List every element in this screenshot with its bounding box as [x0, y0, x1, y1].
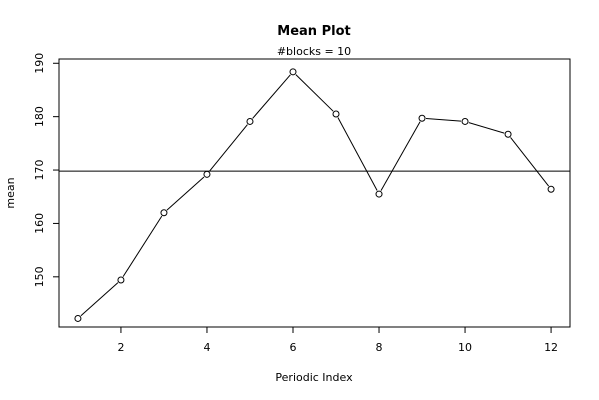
data-point: [332, 110, 340, 118]
y-axis: 150 160 170 180 190: [33, 53, 59, 287]
data-point: [203, 170, 211, 178]
x-tick-label: 6: [289, 341, 296, 354]
y-tick-label: 150: [33, 266, 46, 287]
data-point: [74, 314, 82, 322]
data-point: [547, 185, 555, 193]
series-segment: [166, 176, 205, 211]
series-segment: [252, 74, 291, 119]
x-tick-label: 4: [203, 341, 210, 354]
series-segment: [468, 122, 505, 134]
series-segment: [122, 215, 163, 277]
chart-title: Mean Plot: [277, 24, 350, 39]
series-segment: [510, 137, 550, 187]
series-layer: [74, 68, 555, 322]
x-tick-label: 12: [544, 341, 558, 354]
x-tick-label: 8: [376, 341, 383, 354]
data-point: [418, 114, 426, 122]
series-segment: [337, 117, 378, 191]
series-segment: [295, 74, 334, 112]
y-tick-label: 190: [33, 53, 46, 74]
plot-area-frame: [58, 58, 571, 328]
chart-subtitle: #blocks = 10: [277, 45, 351, 58]
series-segment: [209, 124, 248, 172]
data-point: [246, 117, 254, 125]
data-point: [461, 117, 469, 125]
y-tick-label: 170: [33, 160, 46, 181]
data-point: [375, 190, 383, 198]
data-point: [504, 130, 512, 138]
data-point: [160, 209, 168, 217]
x-axis-label: Periodic Index: [275, 371, 353, 384]
x-tick-label: 10: [458, 341, 472, 354]
y-tick-label: 180: [33, 106, 46, 127]
series-segment: [380, 121, 421, 191]
x-axis: 2 4 6 8 10 12: [117, 327, 558, 354]
x-tick-label: 2: [117, 341, 124, 354]
data-point: [117, 276, 125, 284]
y-tick-label: 160: [33, 213, 46, 234]
data-point: [289, 68, 297, 76]
series-segment: [425, 118, 462, 122]
series-segment: [80, 282, 119, 317]
y-axis-label: mean: [4, 177, 17, 208]
